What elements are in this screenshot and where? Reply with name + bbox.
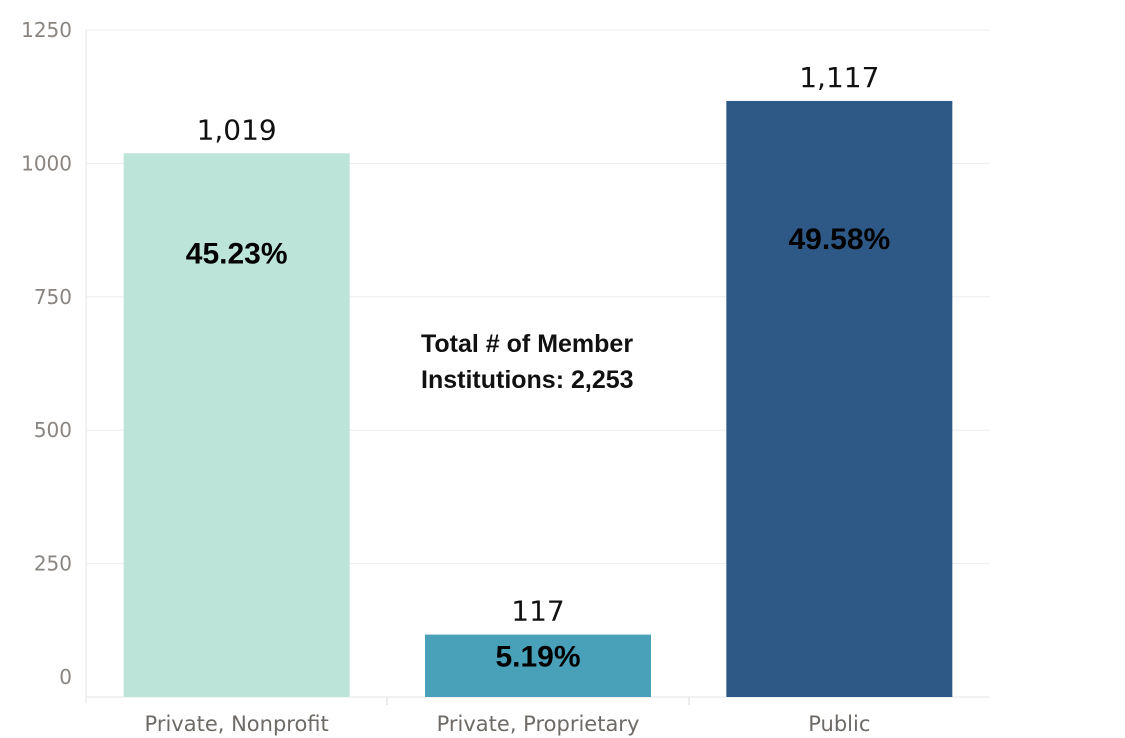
bar: [726, 100, 953, 697]
bar-percent-label: 5.19%: [495, 641, 580, 674]
bar-percent-label: 45.23%: [186, 237, 288, 270]
bar-value-label: 1,019: [197, 113, 277, 146]
y-tick-label: 0: [59, 665, 72, 689]
x-tick-label: Public: [808, 712, 870, 736]
bar: [425, 634, 651, 697]
bars: [123, 100, 953, 697]
annotation-line-2: Institutions: 2,253: [421, 366, 634, 394]
y-tick-label: 1000: [21, 151, 72, 175]
bar-percent-label: 49.58%: [788, 223, 890, 256]
y-tick-label: 250: [34, 552, 72, 576]
x-tick-labels: Private, Nonprofit Private, Proprietary Pu…: [145, 712, 871, 736]
bar-labels: 1,019 45.23% 117 5.19% 1,117 49.58%: [186, 61, 890, 674]
x-tick-label: Private, Nonprofit: [145, 712, 329, 736]
y-tick-labels: 0 250 500 750 1000 1250: [21, 18, 72, 689]
bar-value-label: 117: [511, 595, 564, 628]
annotation-line-1: Total # of Member: [421, 330, 633, 358]
y-tick-label: 500: [34, 418, 72, 442]
bar: [123, 153, 350, 697]
y-tick-label: 1250: [21, 18, 72, 42]
bar-value-label: 1,117: [799, 61, 879, 94]
y-tick-label: 750: [34, 285, 72, 309]
x-tick-label: Private, Proprietary: [437, 712, 640, 736]
